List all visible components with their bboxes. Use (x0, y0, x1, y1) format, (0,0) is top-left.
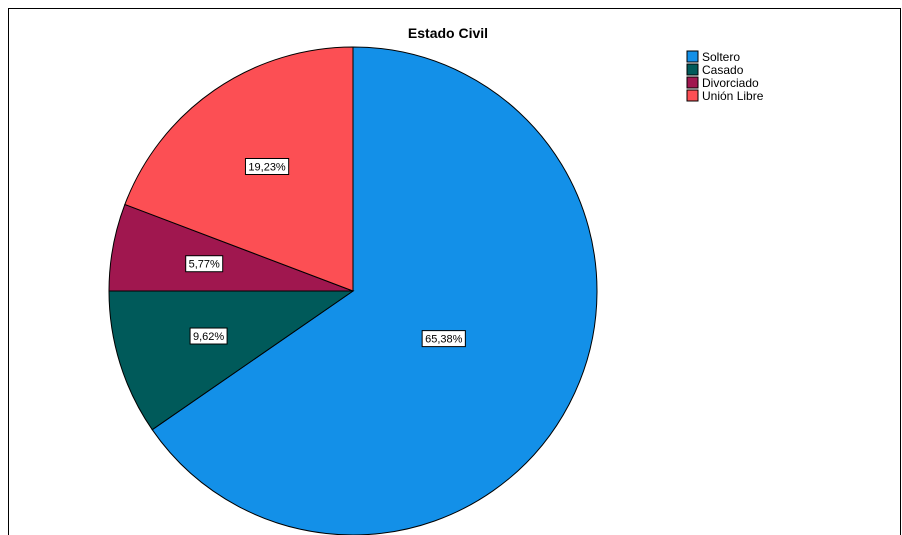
pie-slice-unión-libre (124, 46, 354, 292)
pie-slice-casado (108, 290, 355, 431)
data-label-box (421, 330, 466, 348)
legend-label: Divorciado (702, 76, 759, 90)
legend-swatch (686, 89, 699, 102)
chart-title: Estado Civil (408, 25, 488, 41)
data-label-text: 5,77% (189, 259, 220, 271)
legend-label: Unión Libre (702, 89, 764, 103)
data-label-box (244, 157, 290, 175)
data-label: 5,77% (185, 255, 224, 273)
legend-label: Casado (702, 63, 744, 77)
legend-swatch (686, 76, 699, 89)
legend-swatch (686, 50, 699, 63)
data-label-text: 9,62% (193, 331, 224, 343)
data-label: 9,62% (189, 327, 228, 345)
data-label-box (185, 255, 224, 273)
data-label: 19,23% (244, 157, 290, 175)
data-label-box (189, 327, 228, 345)
pie-slice-soltero (151, 46, 598, 535)
data-label: 65,38% (421, 330, 466, 348)
data-label-text: 65,38% (425, 334, 463, 346)
data-label-text: 19,23% (248, 161, 286, 173)
legend-swatch (686, 63, 699, 76)
legend-label: Soltero (702, 50, 740, 64)
pie-slices (108, 46, 598, 535)
pie-data-labels: 65,38% 9,62% 5,77% 19,23% (185, 157, 466, 348)
